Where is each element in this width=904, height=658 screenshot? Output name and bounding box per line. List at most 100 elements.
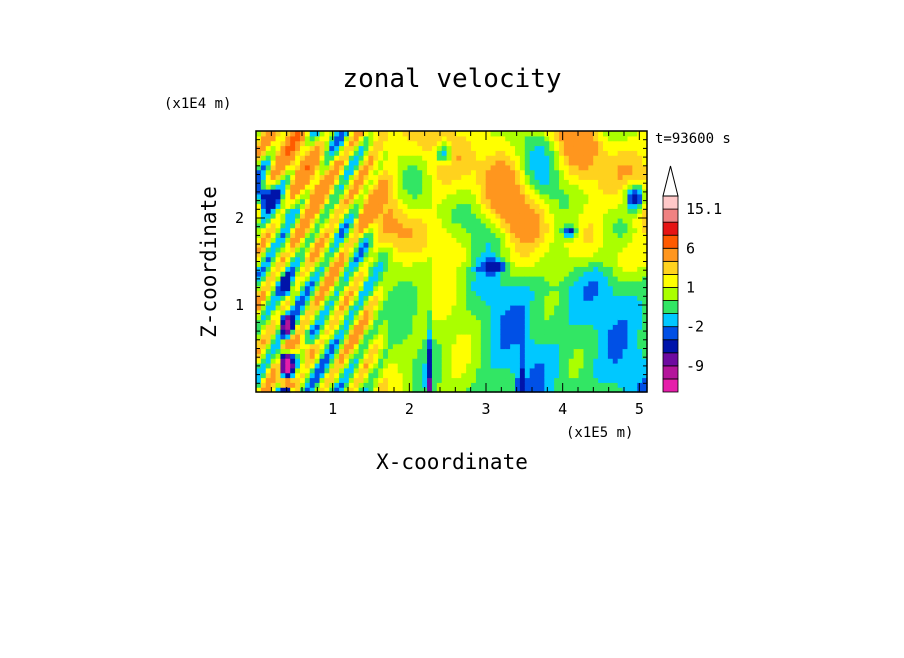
field-cell [549,377,555,383]
field-cell [407,266,413,272]
field-cell [392,140,399,147]
field-cell [343,256,350,263]
field-cell [304,309,311,316]
field-cell [392,300,399,306]
field-cell [554,169,560,176]
field-cell [260,377,267,383]
field-cell [568,232,575,238]
field-cell [387,237,394,243]
field-cell [549,213,555,219]
field-cell [544,382,550,388]
field-cell [387,348,394,354]
field-cell [593,193,599,200]
field-cell [529,324,536,330]
field-cell [329,367,335,374]
field-cell [529,160,536,166]
field-cell [397,329,404,335]
field-cell [368,150,374,156]
field-cell [544,237,550,243]
field-cell [539,285,545,292]
field-cell [353,276,360,282]
field-cell [299,324,306,330]
field-cell [387,213,394,219]
field-cell [578,135,585,142]
field-cell [588,290,594,296]
field-cell [515,358,521,364]
field-cell [343,179,350,185]
field-cell [529,363,536,369]
field-cell [412,309,418,316]
field-cell [451,358,457,364]
field-cell [373,334,379,340]
field-cell [295,251,301,258]
field-cell [549,319,555,325]
field-cell [495,266,501,272]
field-cell [466,218,472,224]
field-cell [363,305,370,311]
field-cell [490,305,497,311]
field-cell [402,314,409,321]
field-cell [593,329,599,335]
field-cell [280,227,286,234]
field-cell [622,348,629,354]
field-cell [280,251,286,258]
field-cell [559,198,565,205]
field-cell [334,169,340,176]
field-cell [617,169,624,176]
field-cell [632,222,638,229]
field-cell [578,324,585,330]
field-cell [480,295,487,301]
field-cell [358,193,365,200]
field-cell [412,247,418,253]
field-cell [427,314,433,321]
field-cell [598,348,604,354]
field-cell [534,174,541,180]
field-cell [607,237,614,243]
field-cell [275,319,282,325]
field-cell [275,164,282,171]
field-cell [295,184,301,190]
field-cell [588,179,594,185]
field-cell [642,300,648,306]
field-cell [622,290,629,296]
field-cell [622,338,629,345]
field-cell [373,372,379,379]
field-cell [343,213,350,219]
field-cell [622,261,629,267]
field-cell [299,367,306,374]
field-cell [275,372,282,379]
field-cell [515,334,521,340]
field-cell [422,382,428,388]
field-cell [358,164,365,171]
field-cell [309,189,316,195]
field-cell [583,145,589,151]
field-cell [446,232,453,238]
field-cell [500,256,506,263]
field-cell [407,305,413,311]
field-cell [617,324,624,330]
field-cell [490,367,497,374]
field-cell [339,377,345,383]
field-cell [368,131,374,137]
field-cell [402,164,409,171]
field-cell [260,372,267,379]
field-cell [304,213,311,219]
field-cell [598,280,604,287]
field-cell [299,382,306,388]
field-cell [485,372,492,379]
field-cell [348,242,355,248]
field-cell [275,251,282,258]
field-cell [588,251,594,258]
field-cell [324,227,330,234]
field-cell [392,174,399,180]
field-cell [339,338,345,345]
field-cell [588,232,594,238]
field-cell [593,387,599,393]
field-cell [446,300,453,306]
field-cell [319,155,326,161]
field-cell [280,300,286,306]
field-cell [299,145,306,151]
field-cell [334,329,340,335]
field-cell [612,218,619,224]
field-cell [519,237,526,243]
